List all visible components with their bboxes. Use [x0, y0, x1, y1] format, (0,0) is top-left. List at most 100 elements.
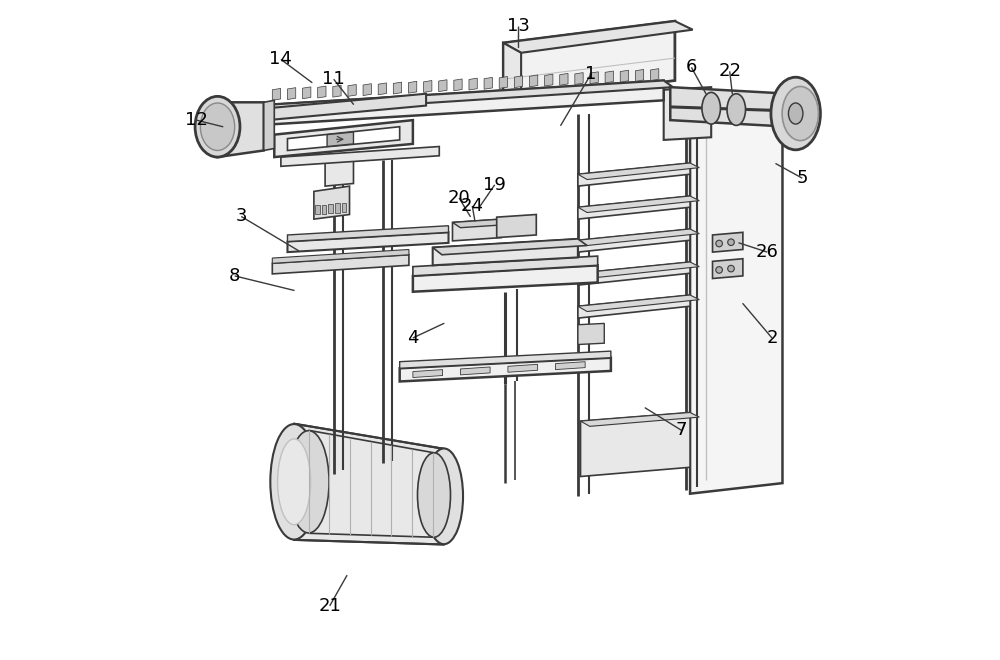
Polygon shape: [578, 262, 699, 279]
Polygon shape: [545, 74, 553, 86]
Text: 11: 11: [322, 70, 345, 88]
Polygon shape: [363, 84, 371, 96]
Polygon shape: [581, 412, 699, 426]
Ellipse shape: [200, 103, 235, 150]
Polygon shape: [578, 163, 690, 186]
Polygon shape: [254, 81, 673, 114]
Polygon shape: [281, 147, 439, 166]
Polygon shape: [499, 77, 508, 88]
Polygon shape: [408, 81, 417, 93]
Text: 3: 3: [236, 207, 247, 226]
Polygon shape: [560, 73, 568, 85]
Polygon shape: [578, 196, 690, 219]
Polygon shape: [578, 323, 604, 345]
Ellipse shape: [425, 449, 463, 544]
Polygon shape: [555, 362, 585, 370]
Polygon shape: [272, 249, 409, 263]
Polygon shape: [578, 229, 690, 252]
Polygon shape: [378, 83, 387, 95]
Ellipse shape: [702, 92, 720, 124]
Polygon shape: [272, 255, 409, 274]
Polygon shape: [294, 424, 444, 544]
Polygon shape: [287, 232, 449, 252]
Text: 1: 1: [585, 65, 597, 83]
Polygon shape: [348, 84, 356, 96]
Text: 20: 20: [448, 189, 470, 207]
Text: 21: 21: [318, 597, 341, 615]
Polygon shape: [287, 226, 449, 242]
Polygon shape: [254, 81, 664, 125]
Polygon shape: [581, 412, 690, 477]
Polygon shape: [327, 132, 353, 147]
Ellipse shape: [716, 267, 722, 273]
Ellipse shape: [782, 86, 818, 141]
Ellipse shape: [788, 103, 803, 124]
Polygon shape: [713, 259, 743, 279]
Ellipse shape: [418, 453, 450, 537]
Polygon shape: [620, 70, 629, 82]
Text: 26: 26: [756, 243, 779, 261]
Polygon shape: [413, 256, 598, 276]
Polygon shape: [503, 21, 675, 102]
Polygon shape: [497, 214, 536, 238]
Bar: [328, 204, 333, 213]
Polygon shape: [460, 367, 490, 375]
Polygon shape: [433, 239, 578, 265]
Polygon shape: [713, 232, 743, 252]
Polygon shape: [670, 87, 789, 127]
Text: 14: 14: [269, 50, 292, 69]
Text: 5: 5: [797, 169, 808, 187]
Text: 6: 6: [686, 58, 697, 77]
Text: 13: 13: [507, 17, 530, 36]
Polygon shape: [508, 364, 538, 372]
Polygon shape: [218, 102, 264, 157]
Polygon shape: [287, 127, 400, 150]
Text: 7: 7: [676, 421, 687, 440]
Polygon shape: [578, 295, 699, 312]
Ellipse shape: [270, 424, 318, 540]
Polygon shape: [650, 69, 659, 81]
Text: 4: 4: [407, 329, 419, 347]
Polygon shape: [439, 80, 447, 92]
Polygon shape: [413, 265, 598, 292]
Polygon shape: [452, 219, 510, 228]
Bar: [315, 205, 320, 214]
Polygon shape: [433, 239, 587, 255]
Polygon shape: [578, 196, 699, 213]
Polygon shape: [605, 71, 613, 83]
Polygon shape: [268, 94, 426, 120]
Polygon shape: [393, 82, 402, 94]
Ellipse shape: [716, 240, 722, 247]
Polygon shape: [664, 87, 711, 140]
Ellipse shape: [771, 77, 820, 150]
Polygon shape: [400, 351, 611, 368]
Polygon shape: [325, 157, 353, 186]
Polygon shape: [514, 76, 523, 88]
Polygon shape: [529, 75, 538, 87]
Polygon shape: [484, 77, 492, 89]
Polygon shape: [452, 219, 501, 241]
Polygon shape: [575, 73, 583, 84]
Bar: [335, 203, 340, 213]
Ellipse shape: [288, 430, 329, 533]
Polygon shape: [578, 163, 699, 180]
Ellipse shape: [728, 239, 734, 246]
Polygon shape: [314, 186, 350, 219]
Polygon shape: [424, 81, 432, 92]
Text: 8: 8: [229, 267, 240, 285]
Polygon shape: [454, 79, 462, 91]
Polygon shape: [578, 262, 690, 285]
Text: 22: 22: [718, 62, 741, 81]
Text: 12: 12: [185, 111, 208, 129]
Polygon shape: [318, 86, 326, 98]
Polygon shape: [590, 72, 598, 84]
Text: 19: 19: [483, 176, 506, 194]
Polygon shape: [333, 85, 341, 97]
Polygon shape: [264, 100, 274, 150]
Ellipse shape: [278, 439, 311, 525]
Polygon shape: [578, 295, 690, 318]
Ellipse shape: [195, 96, 240, 157]
Polygon shape: [503, 43, 521, 107]
Text: 24: 24: [461, 197, 484, 215]
Polygon shape: [274, 120, 413, 157]
